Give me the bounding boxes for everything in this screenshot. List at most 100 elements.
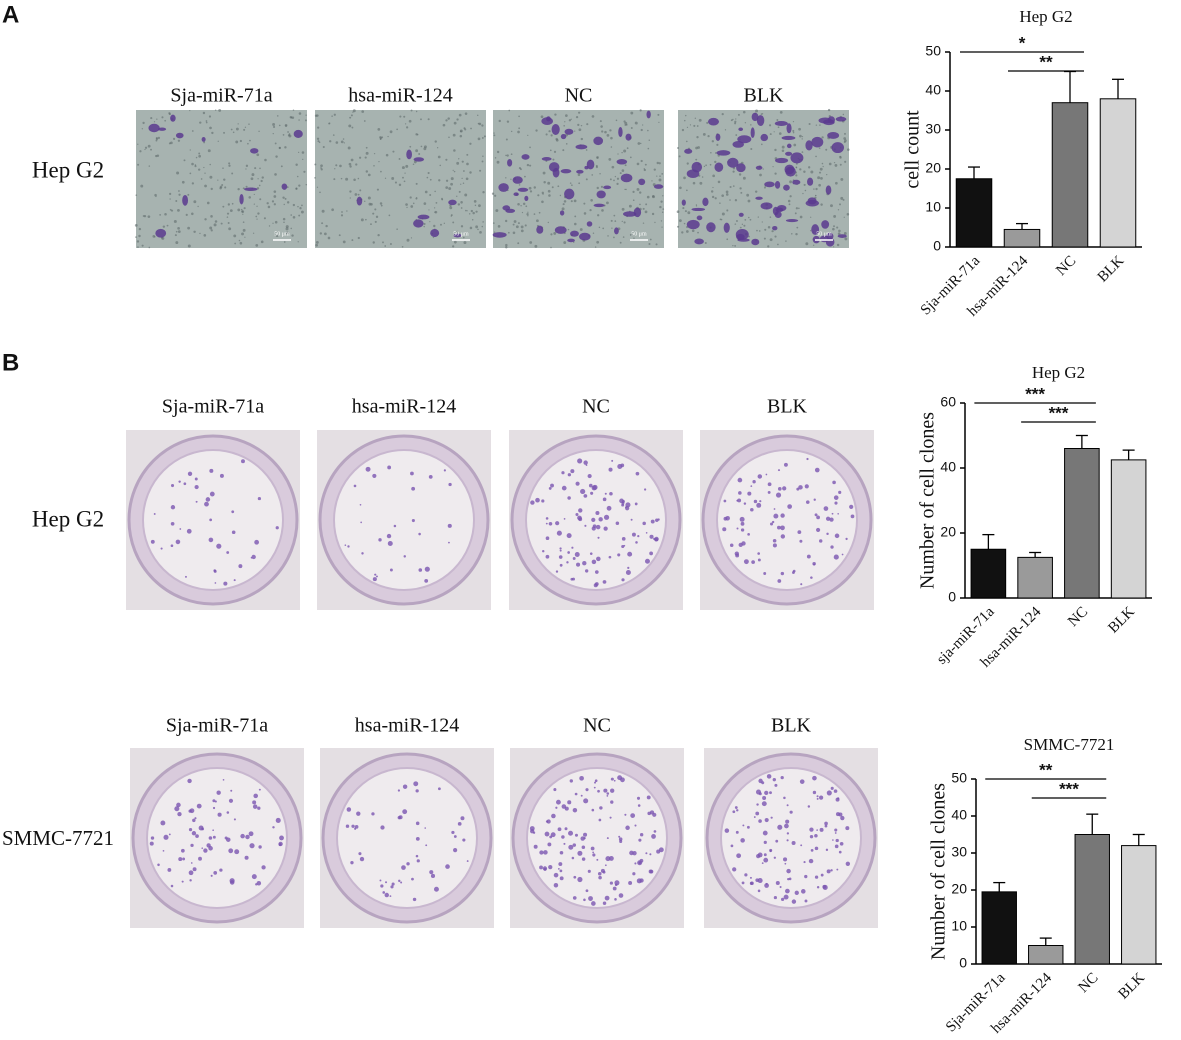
speck: [504, 219, 508, 223]
colony: [644, 558, 650, 564]
speck: [545, 133, 548, 136]
stained-cell: [702, 197, 709, 207]
colony: [433, 886, 439, 892]
colony: [228, 798, 234, 803]
speck: [540, 115, 544, 119]
colony: [411, 877, 414, 881]
speck: [505, 177, 507, 179]
colony: [412, 897, 417, 902]
colony: [832, 480, 836, 485]
colony: [814, 834, 818, 838]
speck: [553, 150, 557, 153]
speck: [450, 182, 453, 186]
speck: [429, 178, 432, 181]
stained-cell: [567, 238, 575, 243]
speck: [239, 241, 243, 245]
colony: [583, 460, 588, 465]
speck: [658, 178, 662, 182]
stained-cell: [756, 115, 765, 126]
y-tick-label: 30: [951, 844, 967, 860]
speck: [615, 119, 618, 122]
colony: [228, 848, 234, 854]
speck: [614, 175, 617, 178]
colony: [226, 811, 230, 814]
speck: [774, 172, 777, 175]
speck: [518, 166, 522, 170]
colony: [574, 792, 578, 796]
colony: [649, 534, 654, 539]
colony: [759, 500, 762, 503]
speck: [736, 220, 738, 222]
speck: [324, 232, 327, 236]
colony: [556, 530, 562, 536]
colony: [192, 867, 197, 872]
colony: [618, 837, 623, 841]
speck: [456, 161, 460, 165]
colony: [190, 862, 193, 864]
speck: [231, 202, 234, 205]
colony: [578, 517, 583, 522]
speck: [380, 170, 382, 173]
speck: [621, 169, 625, 172]
colony: [559, 869, 563, 873]
stained-cell: [784, 164, 795, 175]
speck: [815, 155, 817, 158]
colony: [556, 799, 561, 805]
speck: [535, 129, 538, 132]
colony: [814, 513, 818, 517]
speck: [292, 203, 296, 207]
colony: [814, 846, 819, 851]
colony: [835, 838, 839, 843]
speck: [547, 221, 549, 224]
speck: [187, 193, 190, 196]
speck: [241, 232, 244, 236]
colony: [170, 521, 175, 526]
speck: [579, 228, 583, 231]
colony: [653, 830, 657, 833]
speck: [459, 134, 463, 138]
bar: [1110, 459, 1147, 599]
speck: [403, 115, 406, 118]
speck: [361, 110, 365, 113]
colony: [822, 884, 828, 890]
speck: [292, 216, 296, 219]
speck: [315, 241, 319, 244]
speck: [701, 176, 704, 178]
colony: [168, 833, 171, 836]
speck: [406, 238, 410, 242]
colony: [229, 878, 235, 884]
speck: [214, 220, 218, 223]
speck: [740, 191, 743, 194]
stained-cell: [783, 184, 790, 191]
speck: [331, 208, 334, 212]
colony: [597, 536, 600, 539]
speck: [542, 193, 544, 195]
colony: [849, 504, 854, 509]
colony: [563, 517, 566, 520]
speck: [384, 245, 387, 247]
colony: [375, 575, 378, 578]
colony: [758, 819, 762, 823]
bar: [970, 548, 1007, 599]
colony: [763, 853, 767, 857]
y-tick-label: 60: [940, 394, 956, 410]
colony: [596, 556, 601, 562]
dish-floor: [146, 767, 288, 909]
colony: [457, 821, 462, 826]
speck: [379, 136, 382, 139]
speck: [769, 238, 773, 242]
speck: [410, 109, 413, 112]
stained-cell: [774, 120, 788, 127]
colony: [212, 799, 216, 803]
speck: [443, 222, 445, 224]
row-label: Hep G2: [32, 157, 104, 182]
colony: [729, 543, 734, 547]
speck: [595, 166, 598, 169]
stained-cell: [616, 159, 628, 165]
y-tick-label: 40: [940, 459, 956, 475]
speck: [624, 164, 627, 167]
stained-cell: [586, 221, 593, 227]
speck: [453, 149, 456, 152]
colony: [595, 524, 601, 530]
speck: [264, 158, 267, 162]
